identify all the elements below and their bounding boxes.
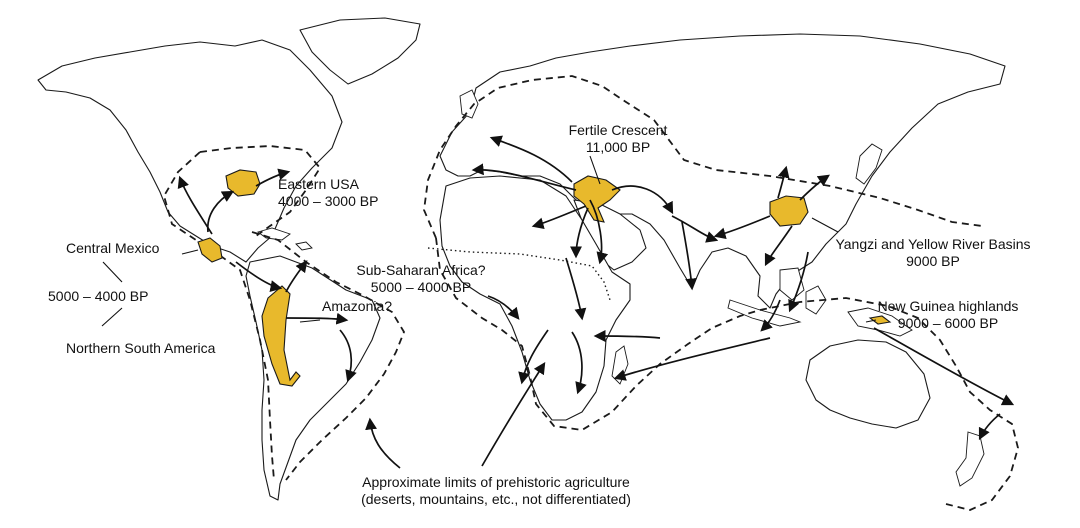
leader-lines (101, 155, 877, 469)
greenland-landmass (299, 17, 421, 85)
label-yangzi-yellow-river: Yangzi and Yellow River Basins 9000 BP (835, 236, 1031, 269)
label-fertile-crescent: Fertile Crescent 11,000 BP (568, 122, 668, 155)
label-northern-south-america: Northern South America (66, 340, 216, 356)
label-agriculture-limits: Approximate limits of prehistoric agricu… (361, 474, 631, 507)
origin-northern-south-america (261, 285, 301, 387)
new-zealand (955, 431, 985, 487)
label-new-guinea-highlands: New Guinea highlands 9000 – 6000 BP (877, 298, 1019, 331)
origin-new-guinea-highlands (868, 315, 892, 325)
spread-arrows (177, 135, 1015, 441)
label-eastern-usa: Eastern USA 4000 – 3000 BP (278, 176, 379, 209)
label-sub-saharan-africa: Sub-Saharan Africa? 5000 – 4000 BP (356, 262, 486, 295)
label-americas-date: 5000 – 4000 BP (48, 288, 149, 304)
limit-line-old-world (423, 75, 983, 239)
australia-landmass (805, 339, 931, 429)
caribbean-islands (257, 227, 313, 251)
north-america-landmass (37, 39, 343, 263)
origin-eastern-usa (225, 169, 261, 197)
label-amazonia: Amazonia? (322, 298, 393, 314)
limit-line-africa (435, 237, 761, 431)
origin-central-mexico (197, 237, 223, 263)
origin-areas (197, 169, 892, 387)
limit-line-americas-west (163, 151, 275, 481)
madagascar (611, 345, 629, 385)
limit-line-north-america (199, 145, 322, 237)
limit-line-oceania (759, 297, 1019, 511)
sahel-boundary-dotted (427, 247, 611, 301)
label-central-mexico: Central Mexico (66, 240, 160, 256)
africa-landmass (439, 175, 631, 421)
origin-yangzi-yellow-river (769, 195, 809, 227)
origin-fertile-crescent (573, 175, 621, 223)
limit-line-americas-east (251, 231, 406, 481)
british-isles (459, 89, 479, 119)
japan-islands (855, 143, 883, 185)
